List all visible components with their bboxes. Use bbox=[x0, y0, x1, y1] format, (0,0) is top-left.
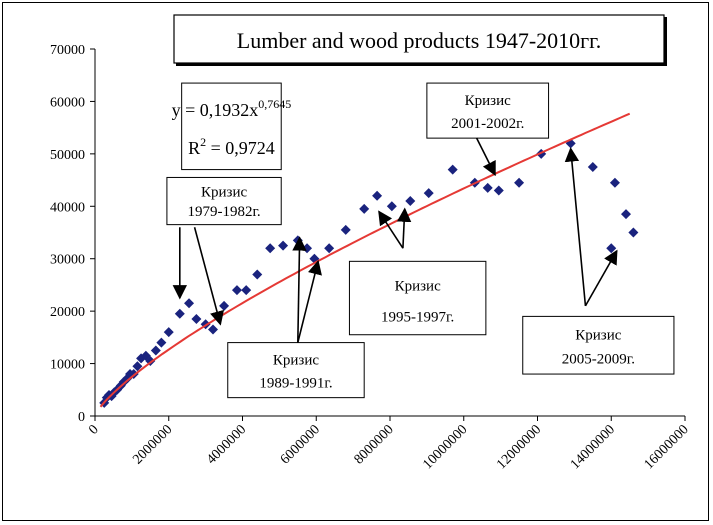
annotation-box bbox=[348, 260, 487, 336]
data-point bbox=[252, 269, 263, 280]
data-point bbox=[609, 177, 620, 188]
trend-equation: y = 0,1932x0,7645 bbox=[172, 97, 292, 120]
annotation-arrow bbox=[193, 227, 224, 326]
data-point bbox=[184, 298, 195, 309]
annotation-period: 2005-2009г. bbox=[562, 352, 635, 368]
annotation-callout: Кризис 1989-1991г. bbox=[227, 342, 365, 399]
annotation-arrow bbox=[292, 236, 307, 343]
x-tick-label: 2000000 bbox=[130, 422, 175, 467]
scatter-chart: 0 10000 20000 30000 40000 50000 60000 70000 0 200… bbox=[50, 14, 692, 472]
annotation-period: 1995-1997г. bbox=[381, 310, 454, 326]
data-point bbox=[150, 345, 161, 356]
title-shadow bbox=[176, 63, 666, 66]
y-tick-label: 10000 bbox=[50, 358, 85, 373]
annotations: Кризис1979-1982г.Кризис1989-1991г.Кризис… bbox=[166, 82, 675, 399]
x-tick-label: 12000000 bbox=[494, 422, 544, 472]
annotation-label: Кризис bbox=[395, 279, 441, 295]
annotation-label: Кризис bbox=[273, 353, 319, 369]
annotation-label: Кризис bbox=[575, 327, 621, 343]
x-tick-label: 14000000 bbox=[568, 422, 618, 472]
data-point bbox=[324, 243, 335, 254]
title-shadow-side bbox=[664, 17, 667, 66]
x-tick-label: 4000000 bbox=[204, 422, 249, 467]
annotation-label: Кризис bbox=[465, 93, 511, 109]
annotation-callout: Кризис 2001-2002г. bbox=[426, 82, 550, 139]
annotation-arrow bbox=[475, 137, 496, 177]
data-point bbox=[372, 190, 383, 201]
annotation-arrow bbox=[396, 207, 412, 249]
r-squared: R2 = 0,9724 bbox=[188, 135, 275, 158]
data-point bbox=[493, 185, 504, 196]
y-tick-label: 0 bbox=[78, 410, 85, 425]
annotation-callout: Кризис 1979-1982г. bbox=[166, 176, 282, 226]
annotation-box bbox=[166, 176, 282, 226]
data-point bbox=[241, 285, 252, 296]
title-frame bbox=[173, 14, 665, 64]
data-point bbox=[405, 196, 416, 207]
y-tick-label: 20000 bbox=[50, 305, 85, 320]
annotation-arrow bbox=[378, 210, 404, 249]
data-point bbox=[174, 308, 185, 319]
annotation-period: 1979-1982г. bbox=[187, 204, 260, 220]
data-point bbox=[423, 188, 434, 199]
data-point bbox=[156, 337, 167, 348]
annotation-label: Кризис bbox=[201, 184, 247, 200]
data-point bbox=[309, 253, 320, 264]
data-point bbox=[302, 243, 313, 254]
data-point bbox=[208, 324, 218, 335]
annotation-callout: Кризис 1995-1997г. bbox=[348, 260, 487, 336]
y-tick-label: 30000 bbox=[50, 253, 85, 268]
annotation-arrows bbox=[172, 137, 618, 343]
annotation-callout: Кризис 2005-2009г. bbox=[522, 315, 675, 375]
chart-title: Lumber and wood products 1947-2010гг. bbox=[237, 28, 601, 53]
axes: 0 10000 20000 30000 40000 50000 60000 70000 0 200… bbox=[50, 43, 692, 472]
data-point bbox=[132, 361, 143, 372]
data-points bbox=[99, 138, 639, 408]
data-point bbox=[482, 182, 493, 193]
annotation-arrow bbox=[564, 147, 587, 306]
annotation-period: 2001-2002г. bbox=[451, 116, 524, 132]
x-tick-label: 8000000 bbox=[352, 422, 397, 467]
data-point bbox=[292, 235, 303, 246]
data-point bbox=[587, 161, 598, 172]
data-point bbox=[447, 164, 458, 175]
annotation-box bbox=[426, 82, 550, 139]
equation-frame bbox=[181, 82, 282, 171]
y-tick-label: 60000 bbox=[50, 95, 85, 110]
annotation-box bbox=[227, 342, 365, 399]
data-point bbox=[386, 201, 397, 212]
data-point bbox=[265, 243, 276, 254]
y-tick-label: 50000 bbox=[50, 148, 85, 163]
data-point bbox=[606, 243, 617, 254]
annotation-arrow bbox=[297, 259, 322, 343]
data-point bbox=[219, 300, 230, 311]
equation-box: y = 0,1932x0,7645 R2 = 0,9724 bbox=[172, 82, 292, 171]
data-point bbox=[163, 327, 174, 338]
trend-line bbox=[99, 112, 631, 408]
data-point bbox=[191, 314, 202, 325]
r-squared-symbol: R bbox=[188, 138, 200, 158]
annotation-arrow bbox=[584, 249, 618, 307]
data-point bbox=[628, 227, 639, 238]
x-tick-label: 16000000 bbox=[642, 422, 692, 472]
data-point bbox=[340, 224, 351, 235]
data-point bbox=[359, 203, 370, 214]
data-point bbox=[231, 285, 242, 296]
annotation-period: 1989-1991г. bbox=[259, 376, 332, 392]
y-tick-label: 40000 bbox=[50, 200, 85, 215]
trend-equation-base: y = 0,1932x bbox=[172, 100, 259, 120]
annotation-box bbox=[522, 315, 675, 375]
r-squared-value: = 0,9724 bbox=[206, 138, 275, 158]
data-point bbox=[621, 209, 631, 220]
title-box: Lumber and wood products 1947-2010гг. bbox=[173, 14, 667, 66]
trend-equation-exponent: 0,7645 bbox=[258, 97, 291, 111]
r-squared-exp: 2 bbox=[200, 135, 206, 149]
x-tick-label: 10000000 bbox=[420, 422, 470, 472]
data-point bbox=[278, 240, 289, 251]
data-point bbox=[514, 177, 525, 188]
x-tick-label: 0 bbox=[86, 422, 102, 438]
y-tick-label: 70000 bbox=[50, 43, 85, 58]
x-tick-label: 6000000 bbox=[278, 422, 323, 467]
